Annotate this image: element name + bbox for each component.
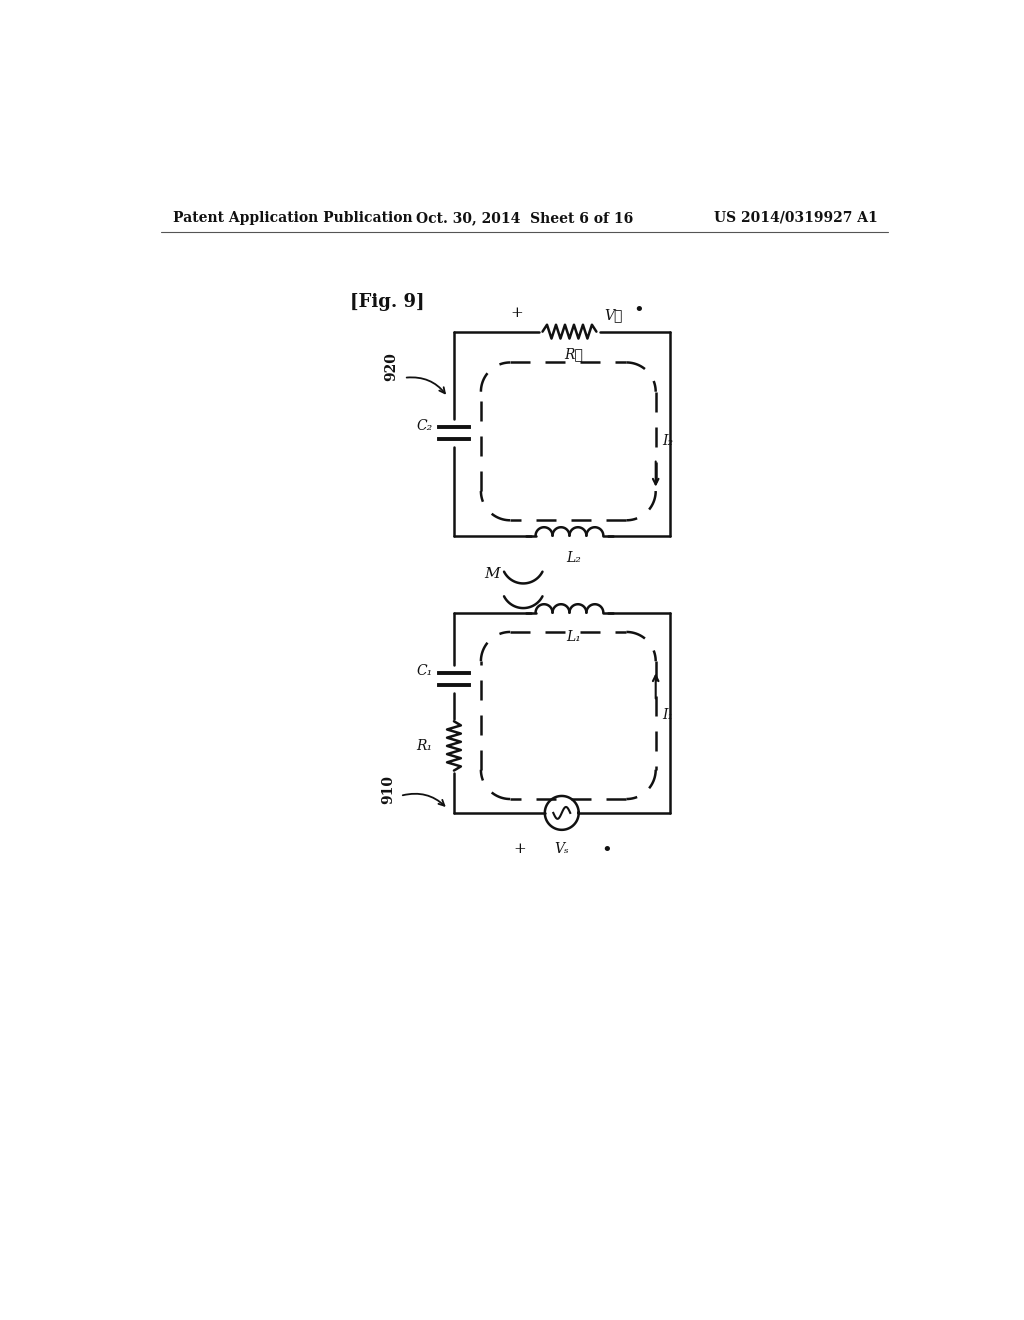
Text: +: + <box>511 306 523 321</box>
Text: I₁: I₁ <box>662 708 673 722</box>
Text: [Fig. 9]: [Fig. 9] <box>350 293 425 312</box>
Text: L₂: L₂ <box>566 552 581 565</box>
Text: Vₛ: Vₛ <box>554 842 569 857</box>
Text: •: • <box>601 842 611 861</box>
Text: I₂: I₂ <box>662 434 673 447</box>
Text: +: + <box>513 842 525 857</box>
Text: •: • <box>634 302 644 321</box>
Text: Oct. 30, 2014  Sheet 6 of 16: Oct. 30, 2014 Sheet 6 of 16 <box>416 211 634 224</box>
Text: L₁: L₁ <box>566 630 581 644</box>
Text: M: M <box>484 568 500 581</box>
Text: 920: 920 <box>384 352 397 380</box>
Text: Rℓ: Rℓ <box>564 347 583 362</box>
Text: C₂: C₂ <box>416 418 432 433</box>
Text: 910: 910 <box>382 775 395 804</box>
Text: Patent Application Publication: Patent Application Publication <box>173 211 413 224</box>
Text: US 2014/0319927 A1: US 2014/0319927 A1 <box>714 211 878 224</box>
Text: Vℓ: Vℓ <box>604 309 623 322</box>
Text: C₁: C₁ <box>416 664 432 678</box>
Text: R₁: R₁ <box>417 739 432 752</box>
